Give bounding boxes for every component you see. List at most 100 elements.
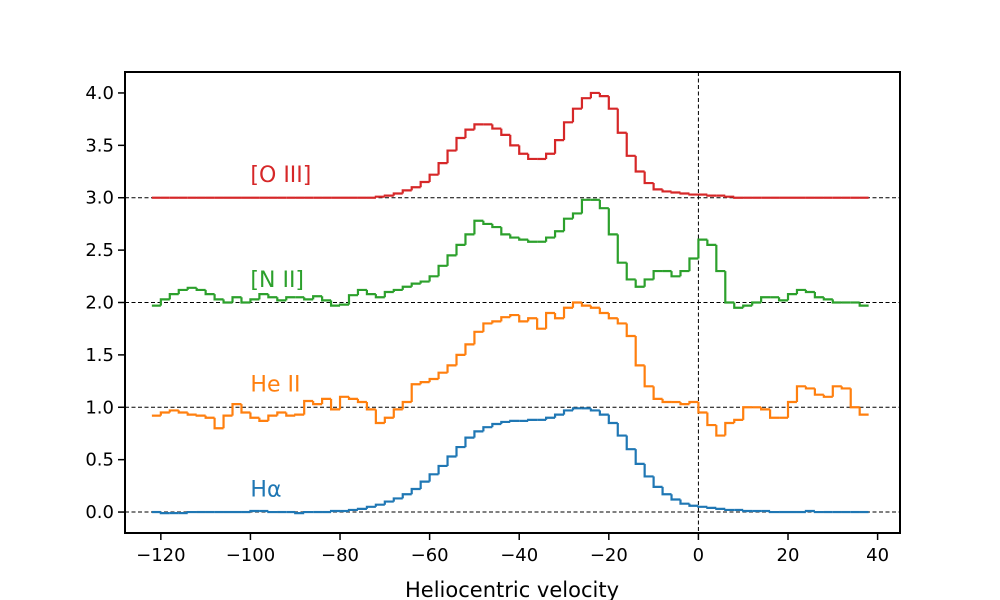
step [724, 421, 735, 436]
step [652, 386, 663, 400]
step [249, 412, 260, 419]
step [616, 234, 627, 264]
step [383, 194, 394, 197]
x-tick-label: −120 [136, 545, 185, 566]
step [795, 288, 806, 295]
step [589, 91, 600, 99]
step [392, 408, 403, 418]
step [276, 297, 287, 302]
y-tick-label: 1.0 [85, 397, 114, 418]
series [151, 91, 869, 199]
step [392, 288, 403, 293]
step [634, 155, 645, 173]
step [159, 511, 170, 515]
step [849, 388, 860, 409]
step [607, 414, 618, 425]
step [670, 271, 681, 278]
step [356, 507, 367, 511]
x-tick-label: 0 [693, 545, 704, 566]
step [392, 497, 403, 502]
step [464, 128, 475, 139]
series-label: He II [250, 373, 300, 398]
series-label: [N II] [250, 268, 304, 293]
step [768, 409, 780, 419]
step [213, 417, 224, 430]
step [813, 510, 824, 514]
step [580, 302, 591, 307]
step [634, 279, 645, 288]
step [159, 411, 170, 416]
step [383, 500, 394, 505]
step [464, 343, 475, 355]
step [455, 136, 466, 151]
step [491, 223, 502, 229]
step [616, 108, 627, 134]
y-tick-label: 3.5 [85, 135, 114, 156]
y-tick-label: 2.0 [85, 293, 114, 314]
step [329, 300, 341, 307]
step [267, 510, 278, 514]
step [419, 180, 430, 188]
step [652, 183, 663, 191]
step [455, 445, 466, 457]
step [294, 413, 305, 416]
x-tick-label: −80 [321, 545, 359, 566]
step [858, 302, 869, 307]
step [742, 304, 753, 308]
step [437, 464, 448, 475]
step [643, 278, 654, 287]
step [661, 398, 672, 404]
step [527, 239, 538, 243]
step [706, 506, 717, 509]
step [410, 282, 421, 287]
step [356, 398, 367, 404]
step [446, 149, 457, 164]
step [491, 422, 502, 428]
step [159, 298, 170, 306]
step [768, 510, 780, 514]
step [715, 425, 726, 437]
y-tick-label: 2.5 [85, 240, 114, 261]
step [401, 285, 412, 290]
step [652, 476, 663, 488]
step [276, 411, 287, 416]
step [706, 412, 717, 427]
step [634, 336, 645, 367]
step [419, 381, 430, 385]
step [195, 287, 206, 292]
step [222, 299, 233, 304]
step [679, 402, 690, 406]
step [544, 416, 556, 420]
step [267, 294, 278, 299]
step [240, 404, 251, 414]
step [562, 409, 573, 415]
step [661, 486, 672, 496]
step [661, 189, 672, 193]
step [374, 409, 385, 425]
step [374, 503, 385, 507]
step [688, 400, 699, 405]
step [643, 365, 654, 388]
step [500, 420, 511, 425]
step [258, 293, 269, 300]
step [410, 383, 421, 403]
step [168, 293, 179, 300]
step [831, 299, 842, 304]
step [616, 318, 627, 325]
x-tick-label: −100 [226, 545, 275, 566]
step [706, 194, 717, 197]
step [813, 292, 824, 299]
step [509, 419, 520, 422]
step [509, 134, 520, 147]
step [446, 455, 457, 466]
step [571, 212, 582, 219]
step [213, 294, 224, 301]
series [151, 407, 869, 515]
step [365, 505, 376, 509]
step [527, 317, 538, 322]
step [715, 244, 726, 273]
step [419, 280, 430, 284]
step [428, 275, 439, 282]
step [688, 257, 699, 272]
step [365, 289, 376, 296]
